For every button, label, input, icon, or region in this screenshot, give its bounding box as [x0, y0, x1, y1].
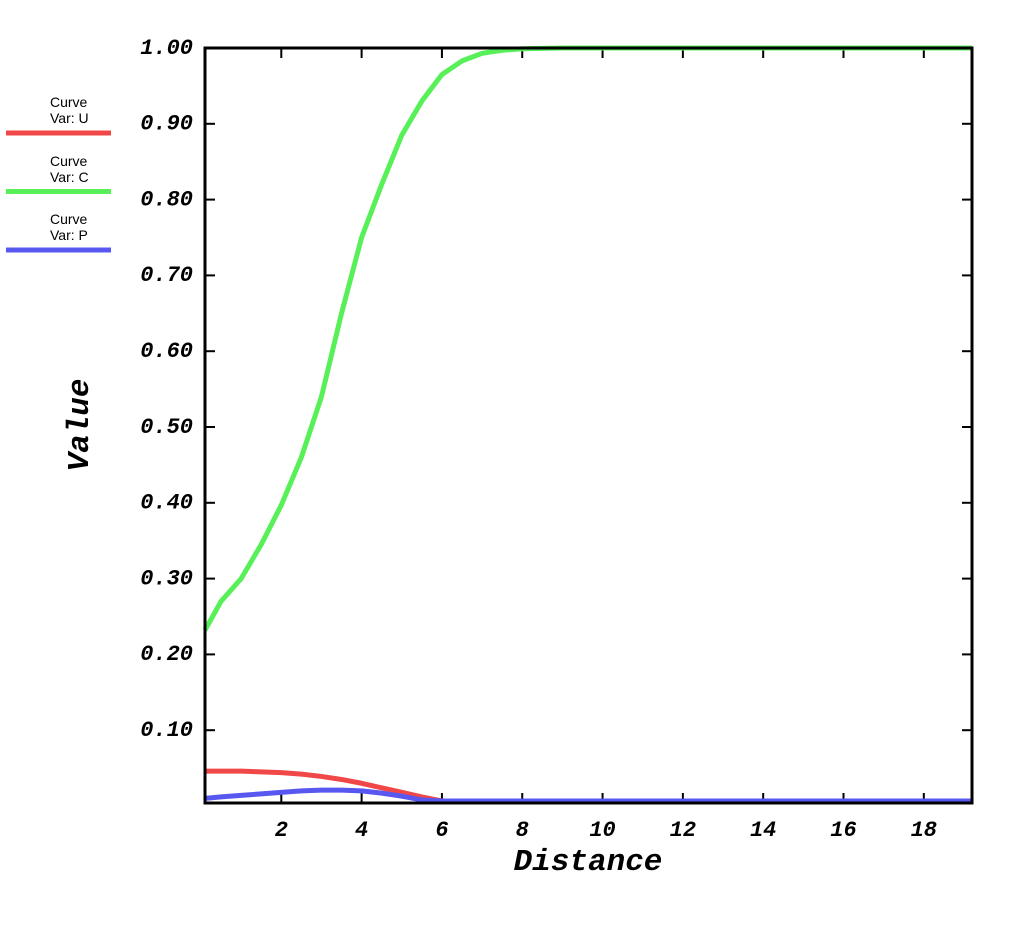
curve: [204, 787, 972, 804]
y-tick-label: 0.80: [140, 187, 193, 212]
y-tick-label: 1.00: [140, 36, 193, 61]
x-tick-label: 18: [911, 818, 937, 843]
y-tick-label: 0.60: [140, 339, 193, 364]
legend-label: Curve Var: C: [50, 152, 89, 185]
curve: [202, 45, 972, 632]
y-tick-label: 0.10: [140, 718, 193, 743]
x-tick-label: 2: [275, 818, 288, 843]
y-tick-label: 0.70: [140, 263, 193, 288]
x-tick-label: 16: [830, 818, 856, 843]
x-tick-label: 6: [435, 818, 448, 843]
plot-frame: [203, 46, 974, 805]
y-tick-label: 0.40: [140, 491, 193, 516]
x-axis-title: Distance: [514, 845, 663, 880]
legend-label: Curve Var: U: [50, 94, 89, 126]
x-tick-label: 8: [516, 818, 529, 843]
y-tick-label: 0.20: [140, 642, 193, 667]
legend-label: Curve Var: P: [50, 211, 88, 243]
x-tick-label: 4: [355, 818, 368, 843]
x-tick-label: 10: [589, 818, 615, 843]
y-tick-label: 0.50: [140, 415, 193, 440]
x-tick-label: 12: [670, 818, 696, 843]
curve: [205, 768, 972, 804]
y-tick-label: 0.30: [140, 566, 193, 591]
y-axis-title: Value: [63, 378, 98, 471]
y-tick-label: 0.90: [140, 112, 193, 137]
x-tick-label: 14: [750, 818, 776, 843]
